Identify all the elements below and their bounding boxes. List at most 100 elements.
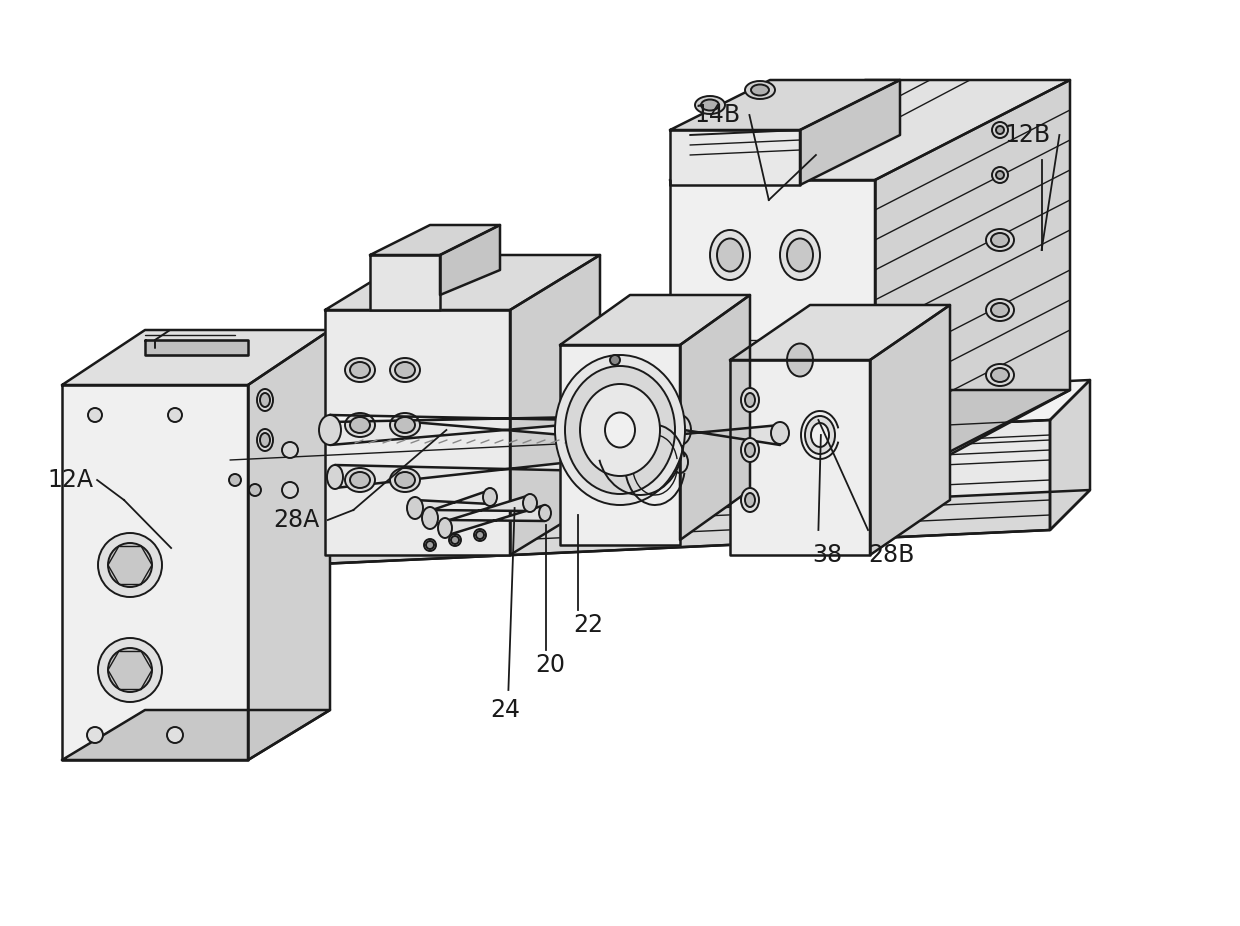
Ellipse shape [350, 362, 370, 378]
Ellipse shape [438, 518, 453, 538]
Polygon shape [335, 450, 680, 488]
Circle shape [476, 531, 484, 539]
Ellipse shape [345, 413, 374, 437]
Ellipse shape [771, 422, 789, 444]
Ellipse shape [745, 393, 755, 407]
Circle shape [449, 534, 461, 546]
Ellipse shape [780, 335, 820, 385]
Ellipse shape [991, 368, 1009, 382]
Circle shape [88, 408, 102, 422]
Polygon shape [325, 310, 510, 555]
Polygon shape [62, 330, 330, 385]
Ellipse shape [580, 384, 660, 476]
Circle shape [167, 727, 184, 743]
Circle shape [229, 474, 241, 486]
Text: 28B: 28B [868, 543, 914, 567]
Ellipse shape [742, 438, 759, 462]
Ellipse shape [780, 230, 820, 280]
Polygon shape [670, 130, 800, 185]
Circle shape [474, 529, 486, 541]
Ellipse shape [407, 497, 423, 519]
Circle shape [87, 727, 103, 743]
Ellipse shape [805, 416, 835, 454]
Circle shape [610, 355, 620, 365]
Ellipse shape [396, 362, 415, 378]
Ellipse shape [745, 443, 755, 457]
Ellipse shape [391, 468, 420, 492]
Ellipse shape [672, 451, 688, 473]
Text: 28A: 28A [273, 508, 319, 532]
Ellipse shape [391, 358, 420, 382]
Polygon shape [870, 305, 950, 555]
Circle shape [98, 638, 162, 702]
Polygon shape [325, 255, 600, 310]
Circle shape [451, 536, 459, 544]
Ellipse shape [751, 84, 769, 95]
Text: 24: 24 [490, 698, 520, 722]
Polygon shape [560, 345, 680, 545]
Ellipse shape [787, 344, 813, 377]
Ellipse shape [260, 393, 270, 407]
Polygon shape [370, 255, 440, 310]
Text: 22: 22 [573, 613, 603, 637]
Ellipse shape [711, 335, 750, 385]
Polygon shape [670, 80, 1070, 180]
Ellipse shape [396, 417, 415, 433]
Ellipse shape [319, 415, 341, 445]
Ellipse shape [422, 507, 438, 529]
Ellipse shape [257, 429, 273, 451]
Ellipse shape [539, 505, 551, 521]
Polygon shape [445, 505, 546, 536]
Polygon shape [415, 490, 490, 516]
Ellipse shape [391, 413, 420, 437]
Text: 20: 20 [536, 653, 565, 677]
Polygon shape [670, 180, 875, 495]
Polygon shape [560, 295, 750, 345]
Polygon shape [430, 495, 529, 526]
Ellipse shape [694, 96, 725, 114]
Ellipse shape [396, 472, 415, 488]
Ellipse shape [260, 433, 270, 447]
Ellipse shape [327, 465, 343, 489]
Ellipse shape [605, 412, 635, 447]
Text: 14B: 14B [694, 103, 740, 127]
Circle shape [424, 539, 436, 551]
Polygon shape [440, 225, 500, 295]
Circle shape [427, 541, 434, 549]
Ellipse shape [991, 233, 1009, 247]
Ellipse shape [742, 488, 759, 512]
Ellipse shape [711, 230, 750, 280]
Circle shape [281, 442, 298, 458]
Polygon shape [190, 420, 229, 570]
Circle shape [108, 543, 153, 587]
Polygon shape [875, 80, 1070, 490]
Circle shape [108, 648, 153, 692]
Ellipse shape [986, 229, 1014, 251]
Circle shape [281, 482, 298, 498]
Text: 38: 38 [812, 543, 842, 567]
Polygon shape [730, 360, 870, 555]
Ellipse shape [717, 344, 743, 377]
Circle shape [996, 126, 1004, 134]
Ellipse shape [670, 415, 691, 445]
Circle shape [996, 171, 1004, 179]
Polygon shape [330, 415, 680, 422]
Polygon shape [190, 490, 1090, 570]
Ellipse shape [345, 358, 374, 382]
Ellipse shape [745, 81, 775, 99]
Polygon shape [248, 330, 330, 760]
Circle shape [167, 408, 182, 422]
Ellipse shape [991, 303, 1009, 317]
Polygon shape [670, 390, 1070, 495]
Polygon shape [680, 295, 750, 540]
Polygon shape [670, 80, 900, 130]
Polygon shape [370, 225, 500, 255]
Polygon shape [190, 420, 1050, 570]
Ellipse shape [350, 417, 370, 433]
Ellipse shape [257, 389, 273, 411]
Ellipse shape [565, 366, 675, 494]
Text: 12A: 12A [47, 468, 93, 492]
Circle shape [98, 533, 162, 597]
Ellipse shape [986, 364, 1014, 386]
Polygon shape [730, 305, 950, 360]
